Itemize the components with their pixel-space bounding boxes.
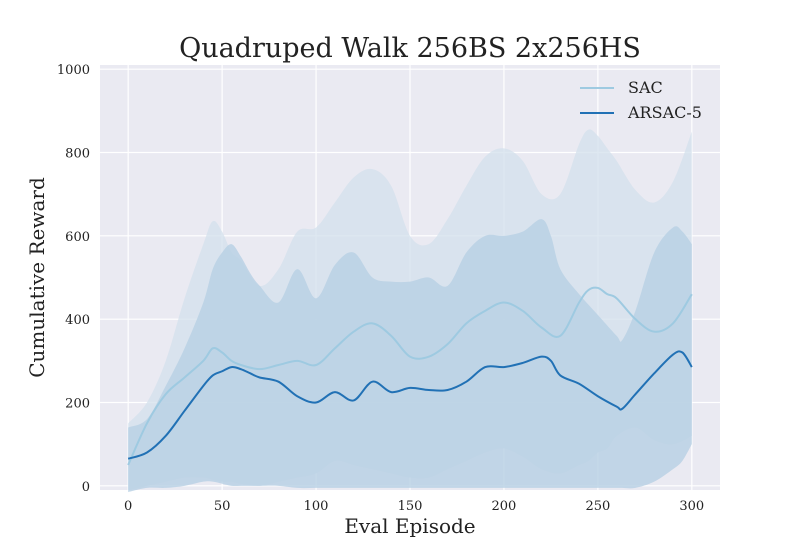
y-tick-label: 1000 <box>57 63 90 78</box>
y-tick-labels: 0 200 400 600 800 1000 <box>57 63 90 495</box>
legend-label: ARSAC-5 <box>627 103 702 122</box>
legend: SAC ARSAC-5 <box>580 78 702 122</box>
x-tick-label: 0 <box>124 499 132 514</box>
series-lines <box>127 286 693 466</box>
sac-line <box>127 286 693 466</box>
x-tick-label: 150 <box>398 499 423 514</box>
y-tick-label: 600 <box>65 230 90 245</box>
x-axis-label: Eval Episode <box>344 514 475 538</box>
arsac-5-line <box>127 350 693 460</box>
chart-title: Quadruped Walk 256BS 2x256HS <box>179 33 641 64</box>
y-tick-label: 200 <box>65 397 90 412</box>
x-tick-label: 200 <box>492 499 517 514</box>
y-tick-label: 400 <box>65 313 90 328</box>
x-tick-label: 50 <box>214 499 231 514</box>
y-tick-label: 800 <box>65 147 90 162</box>
y-axis-label: Cumulative Reward <box>25 177 49 378</box>
legend-label: SAC <box>628 78 663 97</box>
x-tick-label: 250 <box>585 499 610 514</box>
x-tick-label: 300 <box>679 499 704 514</box>
x-tick-label: 100 <box>304 499 329 514</box>
x-tick-labels: 0 50 100 150 200 250 300 <box>124 499 704 514</box>
y-tick-label: 0 <box>82 480 90 495</box>
